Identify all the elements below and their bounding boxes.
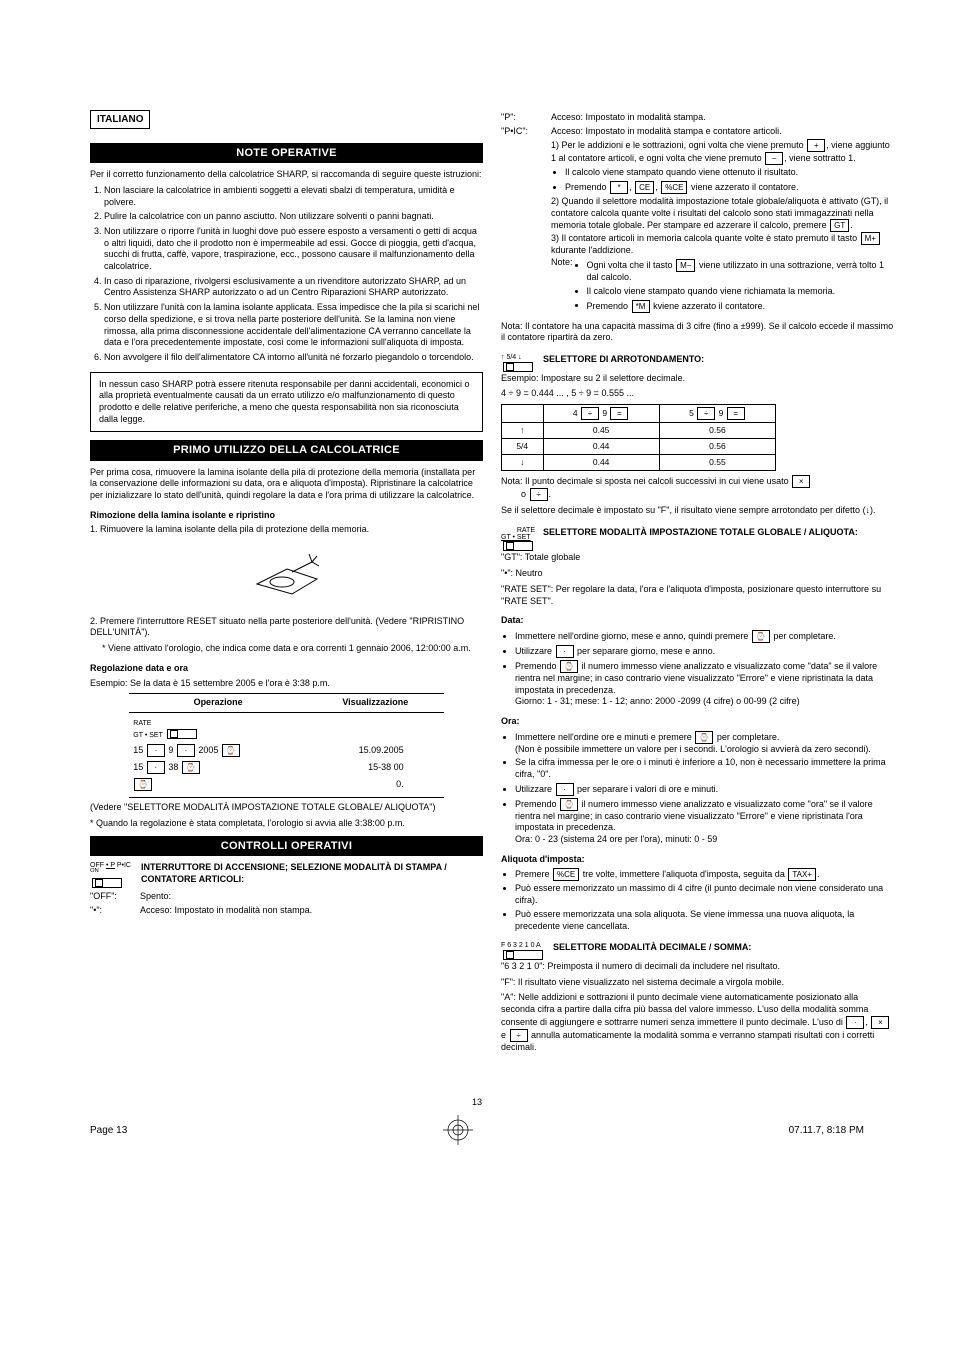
section-note-operative: NOTE OPERATIVE (90, 143, 483, 163)
note-item: Non utilizzare o riporre l'unità in luog… (104, 226, 483, 273)
note-item: Pulire la calcolatrice con un panno asci… (104, 211, 483, 223)
note-item: Non lasciare la calcolatrice in ambienti… (104, 185, 483, 208)
minus-key-icon: − (765, 152, 783, 165)
regolazione-example: Esempio: Se la data è 15 settembre 2005 … (90, 678, 483, 690)
power-switch-title: INTERRUTTORE DI ACCENSIONE; SELEZIONE MO… (141, 862, 483, 885)
battery-figure (90, 544, 483, 608)
note-bullet: Il calcolo viene stampato quando viene r… (587, 286, 894, 298)
gt-dot: "•": Neutro (501, 568, 894, 580)
rate-set-switch-icon (167, 729, 197, 739)
dec-6: "6 3 2 1 0": Preimposta il numero di dec… (501, 961, 894, 973)
dot-term: "•": (90, 905, 140, 917)
rounding-nota: Nota: Il punto decimale si sposta nei ca… (501, 475, 894, 501)
note-bullet: Ogni volta che il tasto M− viene utilizz… (587, 259, 894, 284)
dot-desc: Acceso: Impostato in modalità non stampa… (140, 905, 483, 917)
data-head: Data: (501, 615, 894, 627)
contatore-nota: Nota: Il contatore ha una capacità massi… (501, 321, 894, 344)
op-row1-right: 15.09.2005 (307, 742, 444, 759)
ora-list: Immettere nell'ordine ore e minuti e pre… (501, 731, 894, 846)
page-content: ITALIANO NOTE OPERATIVE Per il corretto … (0, 0, 954, 1077)
gt-gt: "GT": Totale globale (501, 552, 894, 564)
rimozione-step2: 2. Premere l'interruttore RESET situato … (90, 616, 483, 639)
regolazione-head: Regolazione data e ora (90, 663, 483, 675)
op-head-2: Visualizzazione (307, 694, 444, 713)
op-row3-left: ⌚ (129, 776, 307, 793)
round-h1: 4 ÷ 9 = (543, 404, 659, 422)
gt-rate: "RATE SET": Per regolare la data, l'ora … (501, 584, 894, 607)
rimozione-head: Rimozione della lamina isolante e ripris… (90, 510, 483, 522)
gt-key-icon: GT (830, 219, 849, 232)
op-row2-left: 15 · 38 ⌚ (129, 759, 307, 776)
rounding-equation: 4 ÷ 9 = 0.444 ... , 5 ÷ 9 = 0.555 ... (501, 388, 894, 400)
decimal-switch-icon: F 6 3 2 1 0 A (501, 942, 545, 961)
p-desc: Acceso: Impostato in modalità stampa. (551, 112, 894, 124)
dec-a: "A": Nelle addizioni e sottrazioni il pu… (501, 992, 894, 1053)
disclaimer-box: In nessun caso SHARP potrà essere ritenu… (90, 372, 483, 433)
language-label: ITALIANO (90, 110, 150, 129)
footer-timestamp: 07.11.7, 8:18 PM (789, 1124, 864, 1137)
pic-term: "P•IC": (501, 126, 551, 315)
rimozione-note: * Viene attivato l'orologio, che indica … (90, 643, 483, 655)
pic-bullet: Il calcolo viene stampato quando viene o… (565, 167, 894, 179)
pic-bullet: Premendo *, CE, %CE viene azzerato il co… (565, 181, 894, 194)
ora-head: Ora: (501, 716, 894, 728)
aliquota-list: Premere %CE tre volte, immettere l'aliqu… (501, 868, 894, 932)
rounding-table: 4 ÷ 9 = 5 ÷ 9 = ↑0.450.56 5/40.440.56 ↓0… (501, 404, 776, 471)
op-row3-right: 0. (307, 776, 444, 793)
cropmark-icon (443, 1115, 473, 1145)
note-item: In caso di riparazione, rivolgersi esclu… (104, 276, 483, 299)
rounding-title: SELETTORE DI ARROTONDAMENTO: (543, 354, 704, 366)
section-controlli: CONTROLLI OPERATIVI (90, 836, 483, 856)
orologio-note: * Quando la regolazione è stata completa… (90, 818, 483, 830)
rounding-example: Esempio: Impostare su 2 il selettore dec… (501, 373, 894, 385)
gt-switch-icon: RATE GT • SET (501, 527, 535, 553)
rounding-switch-icon: ↑ 5/4 ↓ (501, 354, 535, 373)
gt-title: SELETTORE MODALITÀ IMPOSTAZIONE TOTALE G… (543, 527, 858, 539)
rounding-f-note: Se il selettore decimale è impostato su … (501, 505, 894, 517)
off-desc: Spento: (140, 891, 483, 903)
op-row2-right: 15-38 00 (307, 759, 444, 776)
left-column: ITALIANO NOTE OPERATIVE Per il corretto … (90, 110, 483, 1057)
footer-page-label: Page 13 (90, 1124, 127, 1137)
note-bullet: Premendo *M kviene azzerato il contatore… (587, 300, 894, 313)
data-list: Immettere nell'ordine giorno, mese e ann… (501, 630, 894, 708)
primo-para: Per prima cosa, rimuovere la lamina isol… (90, 467, 483, 502)
op-head-1: Operazione (129, 694, 307, 713)
mplus-key-icon: M+ (861, 232, 880, 245)
note-item: Non avvolgere il filo dell'alimentatore … (104, 352, 483, 364)
aliquota-head: Aliquota d'imposta: (501, 854, 894, 866)
note-list: Non lasciare la calcolatrice in ambienti… (90, 185, 483, 364)
operation-table: Operazione Visualizzazione RATEGT • SET … (129, 693, 443, 798)
rimozione-step1: 1. Rimuovere la lamina isolante della pi… (90, 524, 483, 536)
round-h2: 5 ÷ 9 = (659, 404, 775, 422)
decimal-title: SELETTORE MODALITÀ DECIMALE / SOMMA: (553, 942, 751, 954)
page-number: 13 (0, 1097, 954, 1109)
vedere-note: (Vedere "SELETTORE MODALITÀ IMPOSTAZIONE… (90, 802, 483, 814)
page-footer: Page 13 07.11.7, 8:18 PM (0, 1109, 954, 1175)
power-switch-icon: OFF • P P•IC ON (90, 862, 133, 889)
intro-text: Per il corretto funzionamento della calc… (90, 169, 483, 181)
p-term: "P": (501, 112, 551, 124)
note-item: Non utilizzare l'unità con la lamina iso… (104, 302, 483, 349)
op-row1-left: 15 · 9 · 2005 ⌚ (129, 742, 307, 759)
section-primo-utilizzo: PRIMO UTILIZZO DELLA CALCOLATRICE (90, 440, 483, 460)
pic-desc: Acceso: Impostato in modalità stampa e c… (551, 126, 894, 315)
plus-key-icon: + (807, 139, 825, 152)
off-term: "OFF": (90, 891, 140, 903)
right-column: "P": Acceso: Impostato in modalità stamp… (501, 110, 894, 1057)
dec-f: "F": Il risultato viene visualizzato nel… (501, 977, 894, 989)
